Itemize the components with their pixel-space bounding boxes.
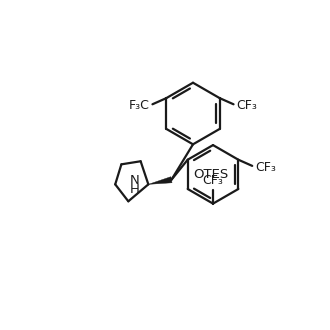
Text: CF₃: CF₃ [203, 174, 223, 187]
Text: CF₃: CF₃ [255, 161, 276, 174]
Text: H: H [130, 183, 139, 196]
Text: F₃C: F₃C [128, 99, 149, 112]
Text: OTES: OTES [193, 168, 228, 181]
Text: N: N [130, 174, 139, 186]
Polygon shape [148, 177, 172, 184]
Text: CF₃: CF₃ [237, 99, 257, 112]
